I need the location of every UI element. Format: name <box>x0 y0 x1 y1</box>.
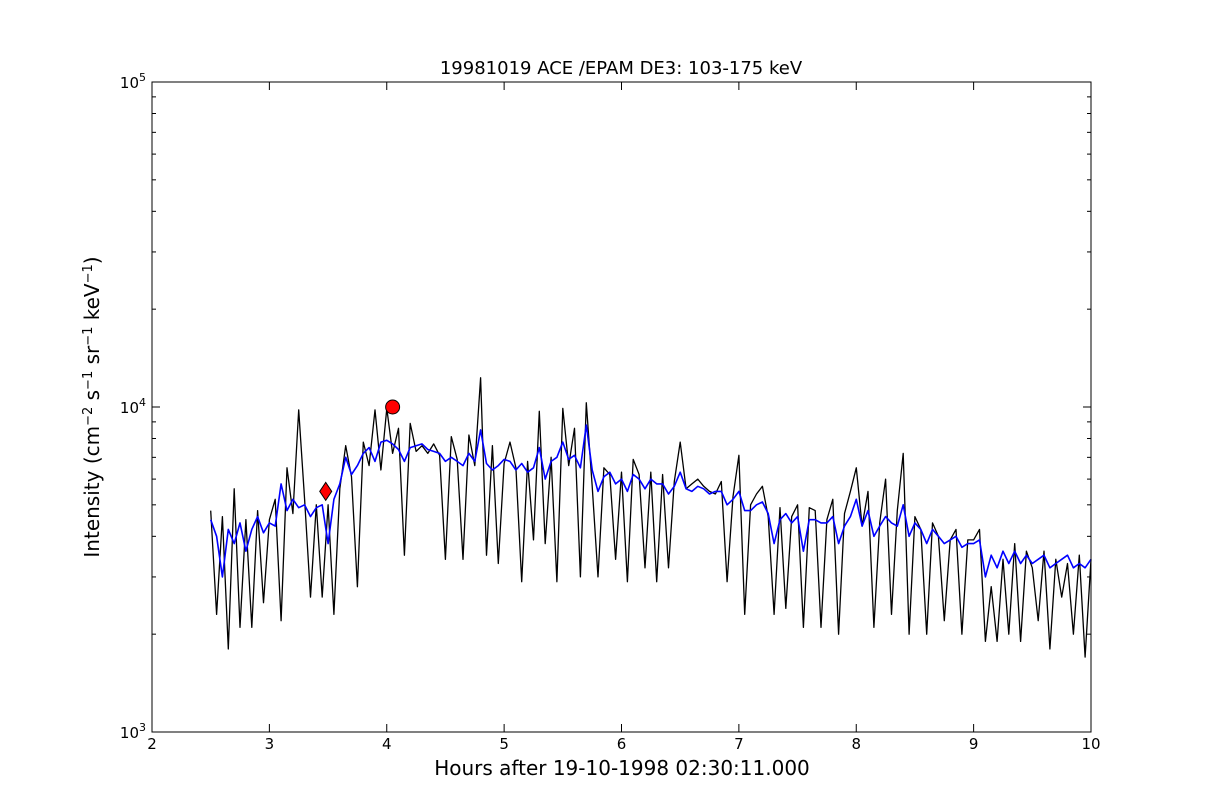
plot-area <box>209 377 1092 658</box>
y-axis-label-sup3: −1 <box>81 327 96 346</box>
y-axis-label-sup2: −1 <box>81 371 96 390</box>
y-axis-label-mid1: s <box>80 390 104 407</box>
y-axis-label-mid2: sr <box>80 345 104 371</box>
y-tick-label: 105 <box>120 71 146 92</box>
marker-diamond <box>319 481 333 502</box>
y-axis-label-sup4: −1 <box>81 264 96 283</box>
y-axis-label-mid3: keV <box>80 283 104 327</box>
y-axis-label-sup1: −2 <box>81 407 96 426</box>
axis-ticks: 2 3 4 5 6 7 8 9 10 103 104 105 <box>120 71 1101 753</box>
x-tick-label: 4 <box>382 735 392 753</box>
y-axis-label: Intensity (cm−2 s−1 sr−1 keV−1) <box>80 256 104 557</box>
series-line-smoothed <box>209 424 1092 578</box>
series-line-raw <box>210 377 1092 658</box>
x-tick-label: 2 <box>147 735 157 753</box>
x-tick-label: 8 <box>851 735 861 753</box>
x-tick-label: 10 <box>1081 735 1100 753</box>
marker-circle <box>385 399 401 415</box>
chart-title: 19981019 ACE /EPAM DE3: 103-175 keV <box>440 58 803 79</box>
y-tick-label: 104 <box>120 396 146 417</box>
y-tick-label: 103 <box>120 721 146 742</box>
x-axis-label: Hours after 19-10-1998 02:30:11.000 <box>434 756 810 780</box>
y-axis-label-prefix: Intensity (cm <box>80 426 104 558</box>
x-tick-label: 5 <box>499 735 509 753</box>
x-tick-label: 6 <box>617 735 627 753</box>
x-tick-label: 3 <box>265 735 275 753</box>
y-axis-label-suffix: ) <box>80 256 104 264</box>
x-tick-label: 7 <box>734 735 744 753</box>
x-tick-label: 9 <box>969 735 979 753</box>
